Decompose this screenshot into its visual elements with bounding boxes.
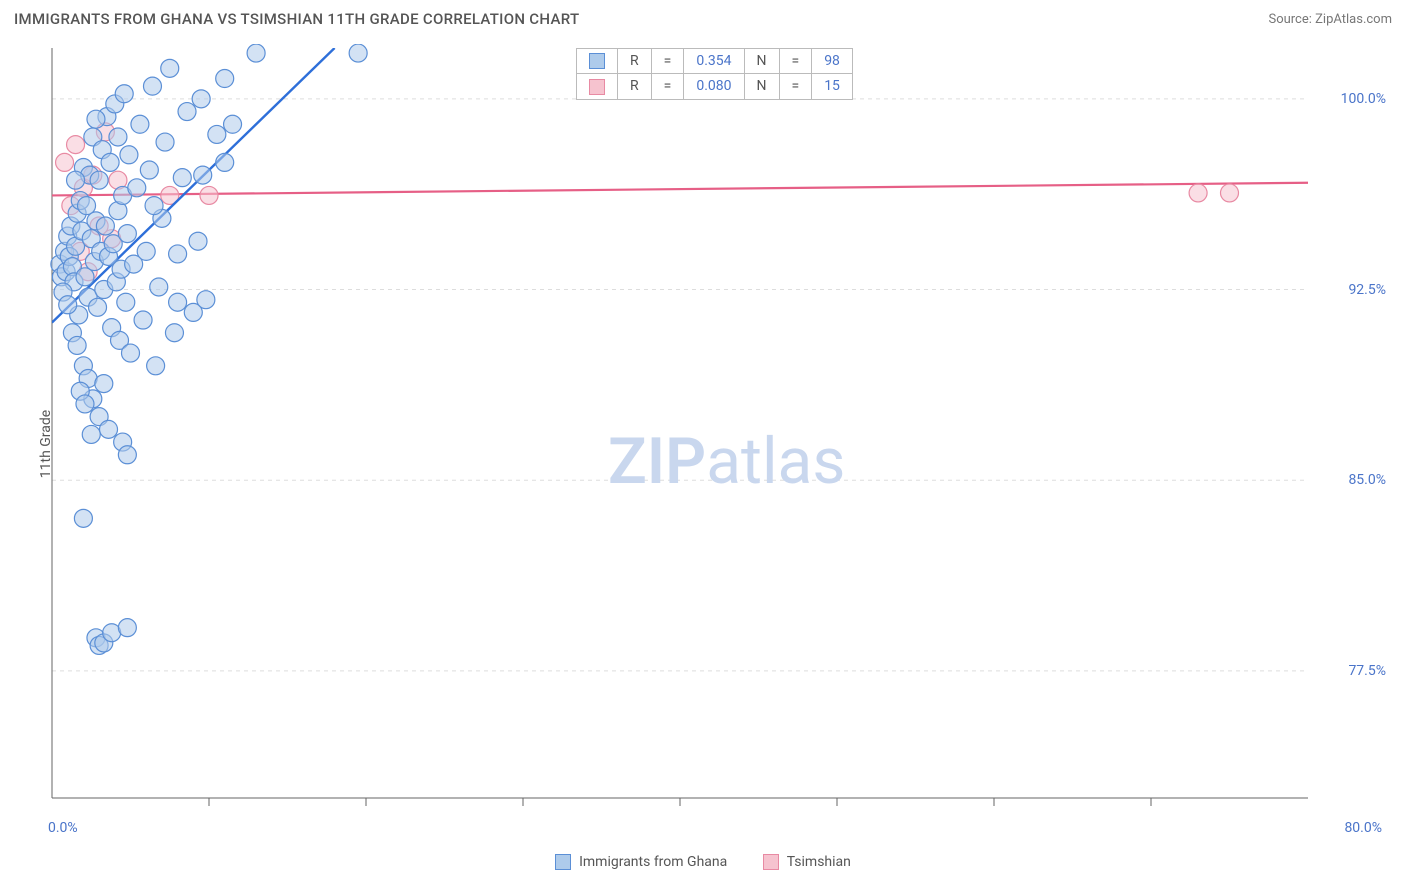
r-value-ghana: 0.354 bbox=[684, 49, 744, 74]
x-origin-label: 0.0% bbox=[48, 820, 78, 836]
swatch-ghana bbox=[589, 53, 605, 69]
eq-label: = bbox=[651, 49, 684, 74]
stats-row-tsimshian: R = 0.080 N = 15 bbox=[577, 74, 853, 99]
r-label: R bbox=[618, 74, 652, 99]
n-label: N bbox=[744, 49, 779, 74]
legend-item-ghana: Immigrants from Ghana bbox=[555, 854, 727, 870]
legend-label-ghana: Immigrants from Ghana bbox=[579, 854, 727, 870]
eq-label-2: = bbox=[779, 49, 812, 74]
source-label: Source: ZipAtlas.com bbox=[1268, 12, 1392, 27]
bottom-legend: Immigrants from Ghana Tsimshian bbox=[14, 854, 1392, 874]
chart-title: IMMIGRANTS FROM GHANA VS TSIMSHIAN 11TH … bbox=[14, 10, 579, 28]
legend-item-tsimshian: Tsimshian bbox=[763, 854, 851, 870]
swatch-tsimshian bbox=[589, 79, 605, 95]
stats-legend-table: R = 0.354 N = 98 R = 0.080 N = 15 bbox=[576, 48, 853, 100]
eq-label-2: = bbox=[779, 74, 812, 99]
y-tick-label: 100.0% bbox=[1341, 91, 1386, 107]
y-tick-label: 77.5% bbox=[1348, 663, 1386, 679]
eq-label: = bbox=[651, 74, 684, 99]
y-tick-label: 85.0% bbox=[1348, 472, 1386, 488]
swatch-ghana bbox=[555, 854, 571, 870]
plot-area: ZIPatlas R = 0.354 N = 98 R = 0.080 bbox=[48, 44, 1382, 814]
legend-label-tsimshian: Tsimshian bbox=[787, 854, 851, 870]
r-label: R bbox=[618, 49, 652, 74]
swatch-tsimshian bbox=[763, 854, 779, 870]
swatch-cell bbox=[577, 74, 618, 99]
scatter-plot-svg bbox=[48, 44, 1382, 814]
y-tick-label: 92.5% bbox=[1348, 282, 1386, 298]
chart-container: 11th Grade ZIPatlas R = 0.354 N = 98 R bbox=[14, 44, 1392, 844]
stats-legend: R = 0.354 N = 98 R = 0.080 N = 15 bbox=[576, 48, 853, 100]
stats-row-ghana: R = 0.354 N = 98 bbox=[577, 49, 853, 74]
n-value-ghana: 98 bbox=[812, 49, 853, 74]
x-max-label: 80.0% bbox=[1344, 820, 1382, 836]
n-label: N bbox=[744, 74, 779, 99]
n-value-tsimshian: 15 bbox=[812, 74, 853, 99]
swatch-cell bbox=[577, 49, 618, 74]
r-value-tsimshian: 0.080 bbox=[684, 74, 744, 99]
